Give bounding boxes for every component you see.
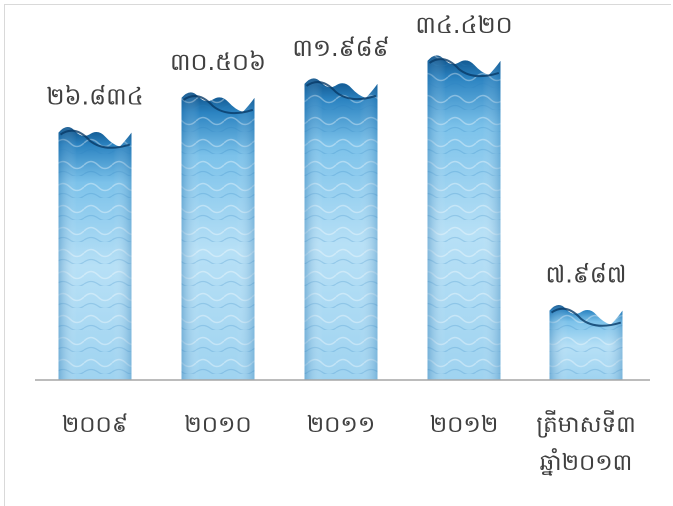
data-label-1: ២៦.៨៣៤ [46,83,143,111]
bar-1 [58,127,132,380]
chart-frame [4,4,671,506]
data-label-2: ៣០.៥០៦ [170,48,266,76]
data-label-4: ៣៤.៤២០ [415,11,512,39]
category-label-4: ២០១២ [430,412,499,438]
category-label-5-line-1: ត្រីមាសទី៣ [536,410,636,438]
bar-3 [304,78,378,380]
data-label-5: ៧.៩៨៧ [546,261,627,289]
bar-2 [181,92,255,381]
category-label-1: ២០០៩ [62,412,128,438]
data-label-3: ៣១.៩៨៩ [292,34,389,62]
category-label-3: ២០១១ [307,412,376,438]
category-label-2: ២០១០ [184,412,251,438]
bar-5 [549,305,623,380]
bar-4 [427,55,501,380]
category-label-5-line-2: ឆ្នាំ២០១៣ [540,448,633,476]
